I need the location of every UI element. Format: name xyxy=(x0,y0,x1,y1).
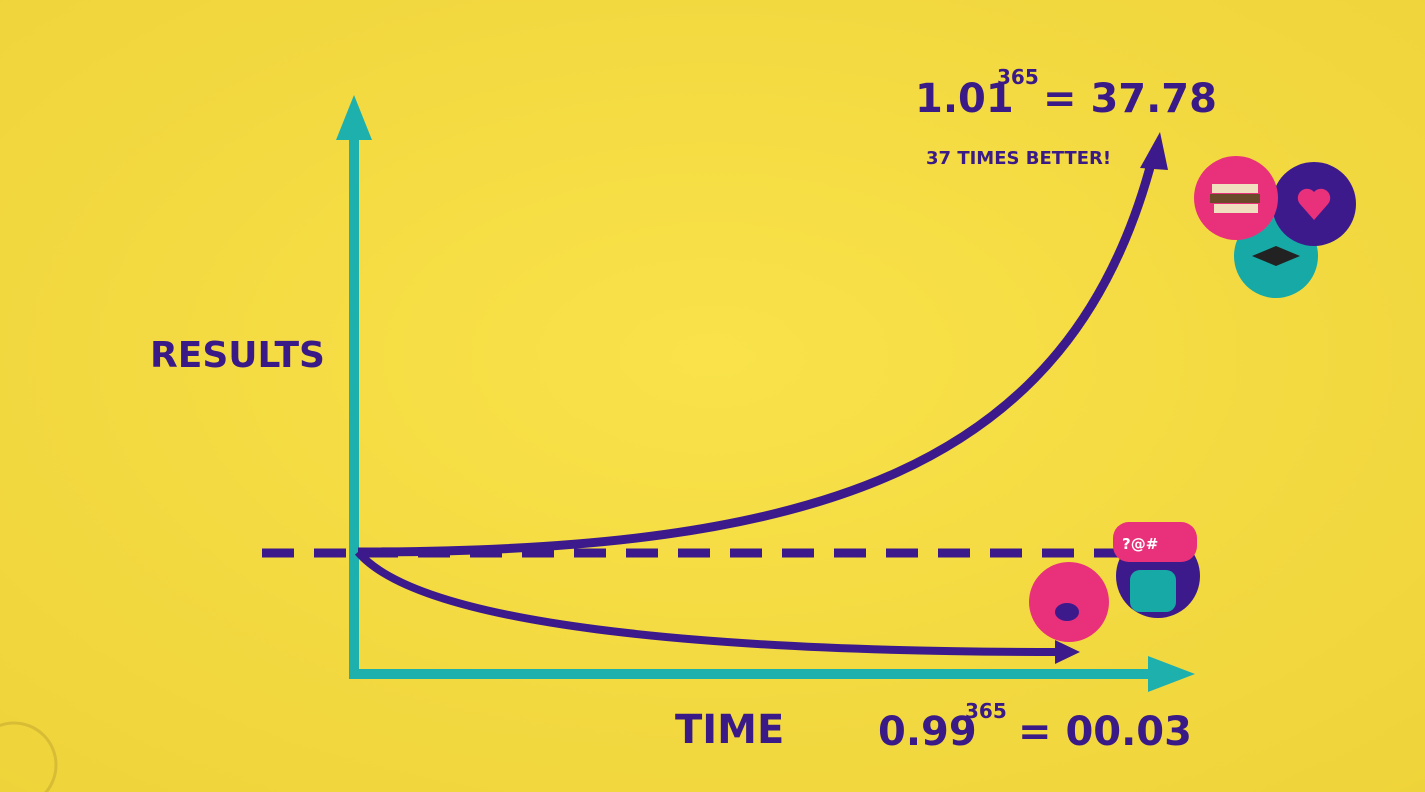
top-base: 1.01 xyxy=(915,76,1014,122)
x-axis-arrow xyxy=(1148,656,1195,692)
person xyxy=(1130,570,1176,612)
y-axis-arrow xyxy=(336,95,372,140)
bubble-text: ?@# xyxy=(1122,535,1158,553)
decline-arrow xyxy=(1055,640,1080,664)
top-result: = 37.78 xyxy=(1043,76,1217,122)
heart xyxy=(1297,188,1331,220)
y-axis-label: RESULTS xyxy=(150,335,325,376)
bottom-result: = 00.03 xyxy=(1018,709,1192,755)
top-exponent: 365 xyxy=(997,65,1039,89)
logo xyxy=(0,721,58,792)
book xyxy=(1210,194,1260,203)
x-axis-label: TIME xyxy=(675,707,784,753)
growth-curve xyxy=(357,158,1157,557)
top-caption: 37 TIMES BETTER! xyxy=(926,148,1111,169)
speech-bubble xyxy=(1113,522,1197,562)
growth-arrow xyxy=(1140,132,1168,170)
cap-icon xyxy=(1252,246,1300,266)
bottom-exponent: 365 xyxy=(965,699,1007,723)
mouth xyxy=(1055,603,1079,621)
book xyxy=(1214,204,1258,213)
decline-curve xyxy=(354,549,1061,656)
book xyxy=(1212,184,1258,193)
icon-angry-face xyxy=(1029,562,1109,642)
bottom-base: 0.99 xyxy=(878,709,977,755)
